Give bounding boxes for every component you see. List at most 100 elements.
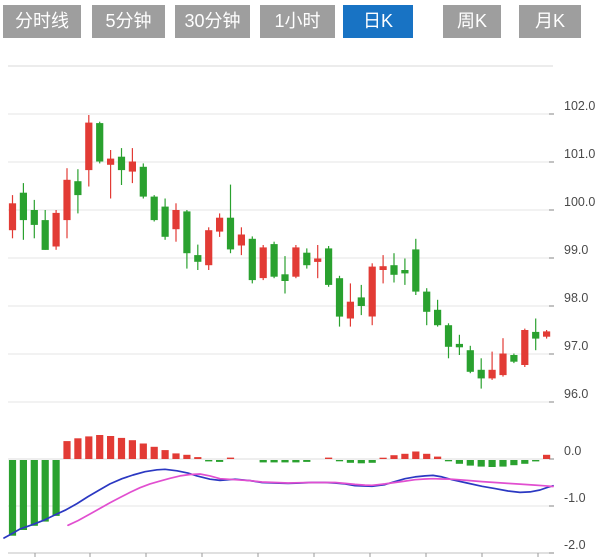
tab-weekly-k[interactable]: 周K <box>443 5 501 38</box>
candle-body <box>434 309 442 326</box>
candle-body <box>19 192 27 221</box>
main-gridlines <box>8 65 554 403</box>
candle-body <box>41 220 49 250</box>
macd-axis-label: 0.0 <box>564 444 582 458</box>
candle <box>368 263 376 326</box>
tab-30min[interactable]: 30分钟 <box>175 5 250 38</box>
tab-5min[interactable]: 5分钟 <box>92 5 165 38</box>
macd-dif-line <box>3 468 554 539</box>
candle-body <box>183 211 191 254</box>
candle-body <box>270 244 278 277</box>
candle-body <box>96 123 104 162</box>
tab-daily-k[interactable]: 日K <box>343 5 413 38</box>
candle-body <box>292 247 300 277</box>
candle-body <box>368 266 376 317</box>
candle-body <box>488 369 496 379</box>
candle-body <box>139 166 147 197</box>
candle-body <box>216 217 224 232</box>
macd-bar-positive <box>183 454 191 459</box>
macd-bar-negative <box>346 460 354 463</box>
candle <box>205 227 213 270</box>
price-axis-label: 97.0 <box>564 339 589 353</box>
candle <box>325 246 333 287</box>
candle <box>466 345 474 374</box>
macd-bar-positive <box>74 438 82 459</box>
candle-body <box>390 265 398 275</box>
tab-timeline[interactable]: 分时线 <box>3 5 81 38</box>
candle-body <box>357 297 365 306</box>
macd-bar-negative <box>499 460 507 467</box>
candle-body <box>237 234 245 246</box>
macd-bar-negative <box>368 460 376 463</box>
macd-axis-label: -2.0 <box>564 538 586 552</box>
macd-bar-positive <box>161 450 169 459</box>
price-axis-label: 100.0 <box>564 195 596 209</box>
macd-bar-negative <box>477 460 485 467</box>
candle-body <box>8 203 17 231</box>
price-axis-label: 98.0 <box>564 291 589 305</box>
macd-bar-negative <box>19 460 27 530</box>
price-axis-label: 102.0 <box>564 99 596 113</box>
macd-bar-negative <box>532 460 540 462</box>
candle <box>52 210 60 250</box>
price-axis-label: 101.0 <box>564 147 596 161</box>
candle-body <box>259 247 267 279</box>
macd-bar-negative <box>41 460 49 522</box>
macd-bar-positive <box>85 436 93 459</box>
macd-bar-negative <box>281 460 289 463</box>
candle-body <box>30 210 38 225</box>
candle-body <box>248 238 256 281</box>
candle <box>237 227 245 256</box>
candle-body <box>85 122 93 171</box>
macd-axis-label: -1.0 <box>564 491 586 505</box>
macd-bar-negative <box>303 460 311 462</box>
candle <box>412 238 420 295</box>
macd-bar-negative <box>270 460 278 463</box>
candle <box>401 258 409 285</box>
macd-bar-negative <box>8 460 17 536</box>
candle-body <box>477 369 485 379</box>
candle-body <box>226 217 235 250</box>
candle-body <box>466 350 474 372</box>
macd-bar-negative <box>521 460 529 464</box>
candle-body <box>172 210 180 230</box>
macd-bar-negative <box>30 460 38 526</box>
candle <box>128 148 136 184</box>
candle <box>357 284 365 316</box>
candle <box>216 213 224 237</box>
candle <box>107 150 115 199</box>
candle <box>30 199 38 239</box>
candle-body <box>117 156 126 171</box>
candle-body <box>63 179 71 221</box>
candlestick-series <box>8 115 551 389</box>
candle <box>41 210 49 250</box>
candle <box>423 288 431 326</box>
macd-bar-negative <box>216 460 224 462</box>
candle-body <box>379 266 387 270</box>
candle <box>259 245 267 281</box>
macd-bar-positive <box>139 443 147 459</box>
candle <box>226 184 235 254</box>
macd-bar-negative <box>466 460 474 466</box>
price-axis-label: 96.0 <box>564 387 589 401</box>
candle <box>85 115 93 187</box>
candle-body <box>335 278 344 317</box>
tab-1hour[interactable]: 1小时 <box>260 5 335 38</box>
candle-body <box>423 291 431 312</box>
macd-bar-negative <box>488 460 496 467</box>
candle <box>292 245 300 279</box>
candle-body <box>161 206 169 237</box>
candle <box>346 283 354 327</box>
candle <box>477 358 485 389</box>
candle-body <box>325 248 333 285</box>
candle <box>150 195 158 222</box>
candle <box>63 168 71 239</box>
candle <box>303 248 311 269</box>
tab-monthly-k[interactable]: 月K <box>519 5 581 38</box>
candle <box>139 163 147 199</box>
candle-body <box>128 161 136 172</box>
candle <box>335 275 344 327</box>
macd-bar-positive <box>194 457 202 459</box>
macd-bar-positive <box>226 457 235 459</box>
